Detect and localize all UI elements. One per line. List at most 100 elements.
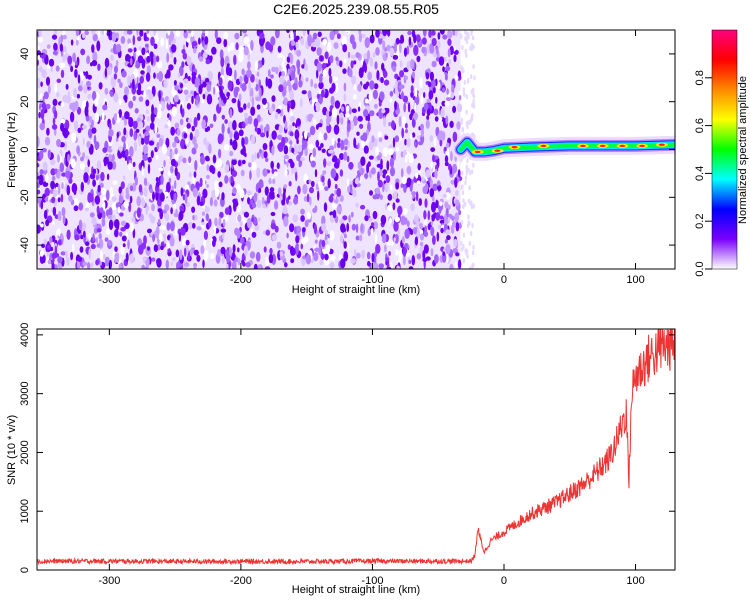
noise-speck: [110, 78, 116, 88]
noise-speck: [251, 202, 257, 209]
noise-speck: [217, 133, 224, 144]
noise-speck: [122, 175, 126, 180]
noise-speck: [467, 198, 471, 204]
noise-speck: [75, 30, 80, 37]
noise-speck: [241, 82, 247, 92]
noise-speck: [403, 47, 408, 57]
noise-speck: [374, 61, 378, 70]
noise-speck: [95, 259, 99, 266]
noise-speck: [355, 235, 360, 241]
noise-speck: [423, 244, 429, 254]
noise-speck: [404, 75, 408, 80]
noise-speck: [137, 55, 144, 64]
noise-speck: [183, 262, 190, 267]
noise-speck: [85, 155, 90, 161]
noise-speck: [166, 69, 171, 79]
noise-speck: [408, 153, 414, 164]
noise-speck: [186, 38, 192, 43]
noise-speck: [362, 132, 368, 142]
noise-speck: [457, 259, 462, 269]
noise-speck: [227, 80, 233, 91]
noise-speck: [67, 55, 73, 65]
noise-speck: [370, 222, 375, 227]
noise-speck: [202, 93, 206, 100]
noise-speck: [262, 143, 268, 151]
noise-speck: [142, 153, 148, 161]
noise-speck: [295, 235, 300, 244]
noise-speck: [437, 116, 443, 122]
noise-speck: [239, 188, 245, 199]
noise-speck: [292, 82, 298, 91]
noise-speck: [416, 180, 421, 185]
noise-speck: [464, 175, 468, 181]
noise-speck: [286, 56, 291, 63]
noise-speck: [82, 32, 86, 39]
noise-speck: [306, 193, 310, 203]
noise-speck: [472, 64, 475, 70]
noise-speck: [170, 158, 176, 167]
noise-speck: [289, 131, 294, 137]
noise-speck: [209, 197, 213, 207]
noise-speck: [357, 83, 362, 92]
noise-speck: [113, 73, 118, 80]
noise-speck: [472, 244, 475, 250]
noise-speck: [191, 243, 195, 248]
noise-speck: [428, 90, 434, 100]
noise-speck: [171, 106, 177, 117]
noise-speck: [283, 81, 289, 87]
noise-speck: [454, 75, 459, 81]
noise-speck: [163, 78, 168, 89]
noise-speck: [391, 120, 395, 130]
noise-speck: [416, 55, 421, 63]
noise-speck: [185, 94, 189, 102]
noise-speck: [246, 217, 252, 229]
noise-speck: [323, 202, 328, 213]
noise-speck: [233, 87, 239, 98]
noise-speck: [362, 60, 366, 71]
noise-speck: [49, 189, 54, 194]
colorbar-ticks: 0.0 0.2 0.4 0.6 0.8: [694, 70, 712, 277]
noise-speck: [134, 108, 139, 114]
noise-speck: [433, 137, 437, 147]
noise-speck: [271, 66, 277, 72]
noise-speck: [290, 31, 294, 40]
noise-speck: [342, 215, 348, 221]
noise-speck: [162, 233, 167, 239]
noise-speck: [115, 59, 119, 67]
noise-speck: [91, 30, 96, 35]
noise-speck: [155, 181, 160, 188]
noise-speck: [350, 211, 354, 218]
x-tick-label: -200: [230, 575, 252, 587]
noise-speck: [127, 162, 132, 170]
noise-speck: [183, 132, 188, 139]
noise-speck: [62, 127, 68, 137]
noise-speck: [281, 136, 286, 148]
noise-speck: [173, 80, 177, 86]
noise-speck: [255, 96, 261, 102]
noise-speck: [62, 53, 66, 63]
noise-speck: [435, 96, 438, 104]
noise-speck: [269, 190, 275, 198]
noise-speck: [118, 186, 123, 194]
noise-speck: [112, 180, 118, 186]
noise-speck: [90, 243, 96, 250]
noise-speck: [143, 235, 147, 245]
noise-speck: [58, 228, 61, 237]
noise-speck: [388, 122, 392, 127]
noise-speck: [339, 234, 344, 244]
noise-speck: [80, 181, 85, 192]
noise-speck: [308, 113, 314, 119]
noise-speck: [62, 34, 67, 40]
noise-speck: [249, 170, 252, 180]
noise-speck: [372, 89, 378, 100]
noise-speck: [376, 155, 381, 161]
noise-speck: [449, 150, 453, 162]
noise-speck: [206, 83, 212, 92]
noise-speck: [442, 87, 446, 93]
noise-speck: [395, 198, 400, 203]
noise-speck: [167, 30, 171, 36]
noise-speck: [153, 72, 156, 79]
noise-speck: [270, 74, 274, 79]
noise-speck: [395, 79, 398, 87]
noise-speck: [166, 52, 170, 63]
